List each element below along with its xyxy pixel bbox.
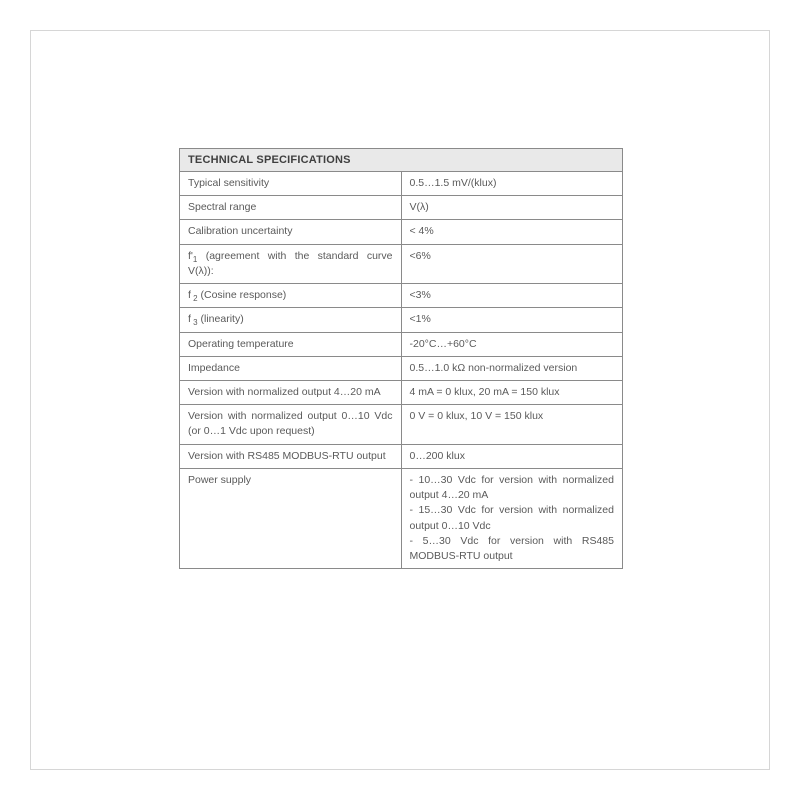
- spec-table-body: Typical sensitivity 0.5…1.5 mV/(klux) Sp…: [180, 172, 623, 569]
- table-row: Impedance 0.5…1.0 kΩ non-normalized vers…: [180, 356, 623, 380]
- spec-label: f 2 (Cosine response): [180, 284, 402, 308]
- spec-label: Spectral range: [180, 196, 402, 220]
- spec-label: Version with normalized output 4…20 mA: [180, 380, 402, 404]
- table-row: Calibration uncertainty < 4%: [180, 220, 623, 244]
- spec-label: f'1 (agreement with the standard curve V…: [180, 244, 402, 283]
- spec-value: 4 mA = 0 klux, 20 mA = 150 klux: [401, 380, 623, 404]
- spec-value: 0.5…1.5 mV/(klux): [401, 172, 623, 196]
- spec-label: Operating temperature: [180, 332, 402, 356]
- spec-label: Version with normalized output 0…10 Vdc …: [180, 405, 402, 444]
- spec-table-container: TECHNICAL SPECIFICATIONS Typical sensiti…: [179, 148, 623, 569]
- spec-label: Power supply: [180, 468, 402, 568]
- spec-value: <6%: [401, 244, 623, 283]
- table-row: Typical sensitivity 0.5…1.5 mV/(klux): [180, 172, 623, 196]
- spec-value: <1%: [401, 308, 623, 332]
- spec-table: TECHNICAL SPECIFICATIONS Typical sensiti…: [179, 148, 623, 569]
- table-row: Power supply - 10…30 Vdc for version wit…: [180, 468, 623, 568]
- spec-value: - 10…30 Vdc for version with normalized …: [401, 468, 623, 568]
- image-frame: TECHNICAL SPECIFICATIONS Typical sensiti…: [30, 30, 770, 770]
- table-row: f'1 (agreement with the standard curve V…: [180, 244, 623, 283]
- spec-table-title: TECHNICAL SPECIFICATIONS: [180, 149, 623, 172]
- table-row: f 3 (linearity) <1%: [180, 308, 623, 332]
- spec-value: <3%: [401, 284, 623, 308]
- table-row: f 2 (Cosine response) <3%: [180, 284, 623, 308]
- spec-label: Calibration uncertainty: [180, 220, 402, 244]
- table-row: Spectral range V(λ): [180, 196, 623, 220]
- spec-value: -20°C…+60°C: [401, 332, 623, 356]
- table-row: Version with normalized output 0…10 Vdc …: [180, 405, 623, 444]
- spec-value: 0 V = 0 klux, 10 V = 150 klux: [401, 405, 623, 444]
- table-row: Operating temperature -20°C…+60°C: [180, 332, 623, 356]
- spec-label: Version with RS485 MODBUS-RTU output: [180, 444, 402, 468]
- spec-value: < 4%: [401, 220, 623, 244]
- spec-label: Impedance: [180, 356, 402, 380]
- power-supply-line: - 5…30 Vdc for version with RS485 MODBUS…: [410, 534, 615, 564]
- spec-value: 0…200 klux: [401, 444, 623, 468]
- spec-label: Typical sensitivity: [180, 172, 402, 196]
- spec-value: 0.5…1.0 kΩ non-normalized version: [401, 356, 623, 380]
- table-row: Version with normalized output 4…20 mA 4…: [180, 380, 623, 404]
- power-supply-line: - 10…30 Vdc for version with normalized …: [410, 473, 615, 503]
- spec-value: V(λ): [401, 196, 623, 220]
- table-row: Version with RS485 MODBUS-RTU output 0…2…: [180, 444, 623, 468]
- power-supply-line: - 15…30 Vdc for version with normalized …: [410, 503, 615, 533]
- spec-label: f 3 (linearity): [180, 308, 402, 332]
